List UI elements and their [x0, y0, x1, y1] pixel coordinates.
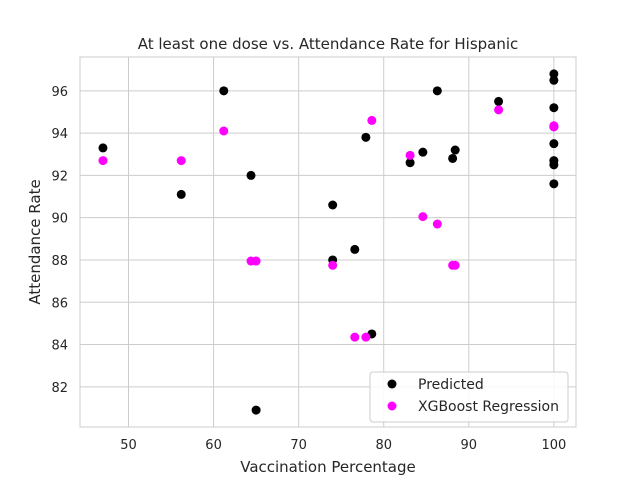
- data-point: [328, 200, 338, 210]
- data-points: [98, 69, 559, 415]
- y-tick-label: 94: [51, 127, 68, 142]
- data-point: [549, 160, 559, 170]
- data-point: [494, 105, 504, 115]
- data-point: [549, 69, 559, 79]
- legend-label-predicted: Predicted: [418, 377, 484, 393]
- data-point: [432, 86, 442, 96]
- series-predicted: [98, 69, 559, 415]
- legend-box: [369, 371, 569, 423]
- y-tick-label: 88: [51, 254, 68, 269]
- data-point: [450, 145, 460, 155]
- data-point: [350, 244, 360, 254]
- data-point: [450, 260, 460, 270]
- data-point: [367, 115, 377, 125]
- data-point: [549, 121, 559, 131]
- x-tick-labels: 50 60 70 80 90 100: [120, 438, 566, 453]
- plot-frame: [79, 56, 577, 428]
- y-tick-labels: 82 84 86 88 90 92 94 96: [51, 85, 68, 396]
- legend-marker-xgboost: [387, 401, 397, 411]
- y-axis-label: Attendance Rate: [26, 179, 44, 304]
- data-point: [418, 147, 428, 157]
- data-point: [176, 156, 186, 166]
- data-point: [328, 260, 338, 270]
- y-tick-label: 96: [51, 85, 68, 100]
- legend: Predicted XGBoost Regression: [369, 371, 569, 423]
- data-point: [219, 86, 229, 96]
- data-point: [219, 126, 229, 136]
- data-point: [246, 170, 256, 180]
- x-tick-label: 90: [461, 438, 478, 453]
- data-point: [549, 75, 559, 85]
- chart-title: At least one dose vs. Attendance Rate fo…: [138, 35, 519, 53]
- legend-label-xgboost: XGBoost Regression: [418, 399, 559, 415]
- grid-lines: [80, 57, 576, 427]
- data-point: [494, 96, 504, 106]
- data-point: [405, 150, 415, 160]
- data-point: [361, 332, 371, 342]
- data-point: [549, 139, 559, 149]
- data-point: [432, 219, 442, 229]
- data-point: [176, 189, 186, 199]
- legend-marker-predicted: [387, 379, 397, 389]
- data-point: [350, 332, 360, 342]
- x-tick-label: 70: [290, 438, 307, 453]
- data-point: [98, 143, 108, 153]
- y-tick-label: 90: [51, 212, 68, 227]
- data-point: [448, 153, 458, 163]
- x-tick-label: 60: [205, 438, 222, 453]
- data-point: [549, 179, 559, 189]
- data-point: [418, 212, 428, 222]
- y-tick-label: 84: [51, 339, 68, 354]
- data-point: [98, 156, 108, 166]
- x-tick-label: 50: [120, 438, 137, 453]
- data-point: [549, 103, 559, 113]
- y-tick-label: 82: [51, 381, 68, 396]
- data-point: [361, 132, 371, 142]
- y-tick-label: 86: [51, 296, 68, 311]
- y-tick-label: 92: [51, 169, 68, 184]
- x-axis-label: Vaccination Percentage: [240, 458, 416, 476]
- x-tick-label: 100: [541, 438, 566, 453]
- series-xgboost: [98, 105, 559, 342]
- data-point: [251, 405, 261, 415]
- data-point: [251, 256, 261, 266]
- x-tick-label: 80: [375, 438, 392, 453]
- data-point: [405, 158, 415, 168]
